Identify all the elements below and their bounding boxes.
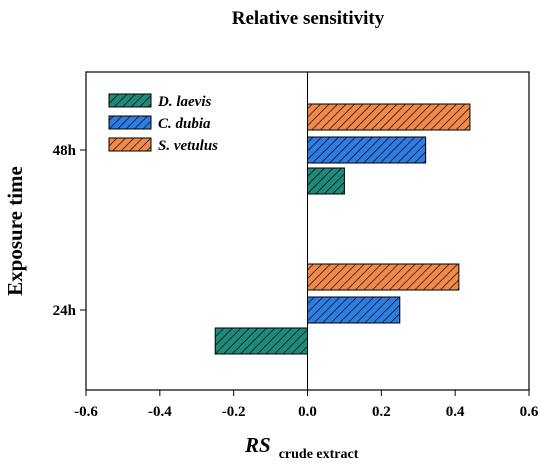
plot-area [214,72,471,390]
y-axis-label: Exposure time [3,166,27,296]
y-axis-ticks: 24h 48h [53,143,86,319]
x-axis-label-main: RS [244,433,271,457]
x-axis-label: RS crude extract [244,433,359,462]
y-tick-label: 48h [53,143,77,159]
x-tick-label: -0.6 [74,404,98,420]
x-tick-label: 0.6 [520,404,539,420]
legend-item: C. dubia [108,115,211,132]
x-tick-label: 0.2 [372,404,391,420]
y-tick-label: 24h [53,303,77,319]
x-tick-label: -0.4 [148,404,172,420]
bar [307,263,460,291]
legend-label: C. dubia [158,116,211,132]
bar [307,296,401,324]
legend: D. laevis C. dubia S. vetulus [108,93,218,154]
x-tick-label: 0.4 [446,404,465,420]
bar [214,327,308,355]
legend-label: S. vetulus [158,138,218,154]
x-axis-ticks: -0.6 -0.4 -0.2 0.0 0.2 0.4 0.6 [74,390,539,420]
legend-item: S. vetulus [108,137,218,154]
x-tick-label: -0.2 [222,404,246,420]
bar [307,103,471,131]
chart-title: Relative sensitivity [232,8,385,29]
x-tick-label: 0.0 [298,404,317,420]
bar [307,167,345,195]
bar [307,136,427,164]
legend-item: D. laevis [108,93,211,110]
x-axis-label-subscript: crude extract [279,447,359,462]
legend-label: D. laevis [157,94,211,110]
